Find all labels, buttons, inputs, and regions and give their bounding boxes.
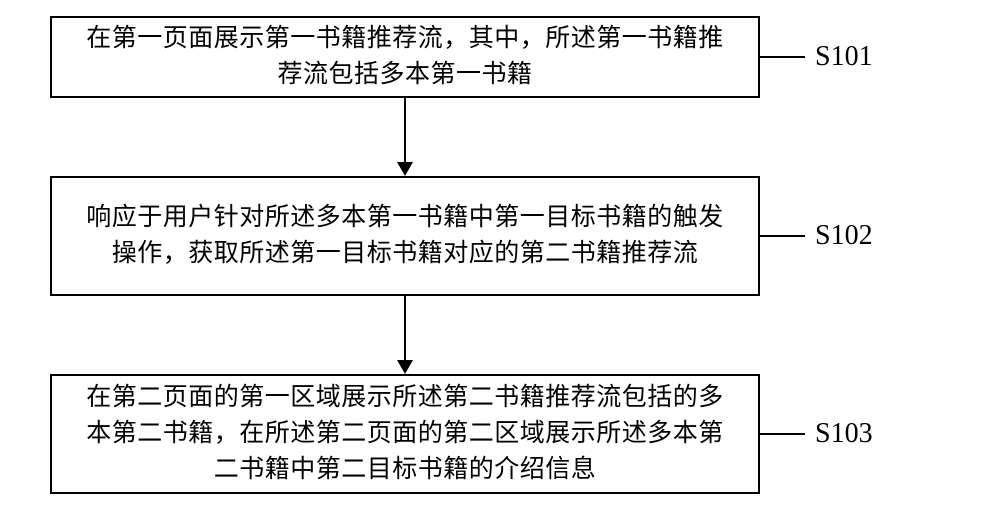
flowchart-step-text: 响应于用户针对所述多本第一书籍中第一目标书籍的触发操作，获取所述第一目标书籍对应…: [80, 200, 730, 273]
flowchart-step-label: S101: [815, 41, 873, 73]
flowchart-step-label: S103: [815, 418, 873, 450]
flowchart-step-s103: 在第二页面的第一区域展示所述第二书籍推荐流包括的多本第二书籍，在所述第二页面的第…: [50, 374, 760, 494]
label-connector-line: [760, 433, 805, 435]
flowchart-step-label: S102: [815, 220, 873, 252]
flowchart-arrow-head: [397, 162, 413, 176]
flowchart-arrow-shaft: [404, 98, 406, 162]
label-connector-line: [760, 235, 805, 237]
flowchart-step-text: 在第一页面展示第一书籍推荐流，其中，所述第一书籍推荐流包括多本第一书籍: [80, 21, 730, 94]
flowchart-arrow-shaft: [404, 296, 406, 360]
flowchart-step-s101: 在第一页面展示第一书籍推荐流，其中，所述第一书籍推荐流包括多本第一书籍: [50, 16, 760, 98]
flowchart-step-text: 在第二页面的第一区域展示所述第二书籍推荐流包括的多本第二书籍，在所述第二页面的第…: [80, 380, 730, 489]
flowchart-step-s102: 响应于用户针对所述多本第一书籍中第一目标书籍的触发操作，获取所述第一目标书籍对应…: [50, 176, 760, 296]
label-connector-line: [760, 56, 805, 58]
flowchart-arrow-head: [397, 360, 413, 374]
